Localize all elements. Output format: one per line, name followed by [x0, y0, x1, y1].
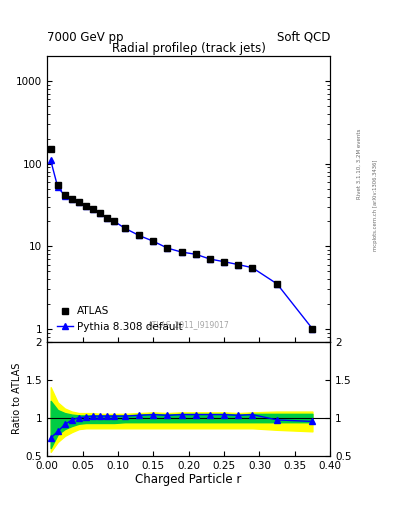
Legend: ATLAS, Pythia 8.308 default: ATLAS, Pythia 8.308 default	[53, 302, 187, 336]
ATLAS	[137, 232, 141, 239]
Pythia 8.308 default	[151, 238, 156, 244]
ATLAS	[165, 245, 170, 251]
Title: Radial profileρ (track jets): Radial profileρ (track jets)	[112, 42, 266, 55]
Pythia 8.308 default	[250, 265, 255, 271]
Text: Rivet 3.1.10, 3.2M events: Rivet 3.1.10, 3.2M events	[357, 129, 362, 199]
ATLAS	[48, 146, 53, 152]
ATLAS	[250, 265, 255, 271]
Pythia 8.308 default	[84, 203, 88, 209]
Text: 7000 GeV pp: 7000 GeV pp	[47, 31, 124, 44]
ATLAS	[105, 215, 110, 221]
Line: Pythia 8.308 default: Pythia 8.308 default	[48, 157, 316, 332]
Pythia 8.308 default	[208, 256, 212, 262]
Pythia 8.308 default	[236, 262, 241, 268]
Text: mcplots.cern.ch [arXiv:1306.3436]: mcplots.cern.ch [arXiv:1306.3436]	[373, 159, 378, 250]
Pythia 8.308 default	[275, 281, 279, 287]
ATLAS	[310, 326, 315, 332]
Pythia 8.308 default	[105, 215, 110, 221]
Pythia 8.308 default	[193, 251, 198, 258]
ATLAS	[62, 191, 67, 198]
Pythia 8.308 default	[222, 259, 226, 265]
Text: Soft QCD: Soft QCD	[277, 31, 330, 44]
ATLAS	[179, 249, 184, 255]
X-axis label: Charged Particle r: Charged Particle r	[136, 473, 242, 486]
ATLAS	[236, 262, 241, 268]
ATLAS	[275, 281, 279, 287]
Text: ATLAS_2011_I919017: ATLAS_2011_I919017	[148, 320, 230, 329]
ATLAS	[84, 203, 88, 209]
Pythia 8.308 default	[70, 196, 74, 202]
Line: ATLAS: ATLAS	[48, 146, 316, 332]
Pythia 8.308 default	[48, 157, 53, 163]
Pythia 8.308 default	[137, 232, 141, 239]
ATLAS	[70, 196, 74, 202]
Pythia 8.308 default	[62, 193, 67, 199]
Pythia 8.308 default	[123, 225, 127, 231]
Pythia 8.308 default	[98, 210, 103, 217]
Pythia 8.308 default	[55, 184, 60, 190]
ATLAS	[151, 238, 156, 244]
ATLAS	[193, 251, 198, 258]
ATLAS	[77, 199, 81, 205]
Pythia 8.308 default	[91, 206, 95, 212]
Pythia 8.308 default	[179, 249, 184, 255]
ATLAS	[112, 218, 117, 224]
ATLAS	[98, 210, 103, 217]
Y-axis label: Ratio to ATLAS: Ratio to ATLAS	[11, 363, 22, 434]
ATLAS	[55, 182, 60, 188]
ATLAS	[208, 256, 212, 262]
ATLAS	[222, 259, 226, 265]
Pythia 8.308 default	[112, 218, 117, 224]
Pythia 8.308 default	[77, 199, 81, 205]
Pythia 8.308 default	[310, 326, 315, 332]
ATLAS	[91, 206, 95, 212]
Pythia 8.308 default	[165, 245, 170, 251]
ATLAS	[123, 225, 127, 231]
